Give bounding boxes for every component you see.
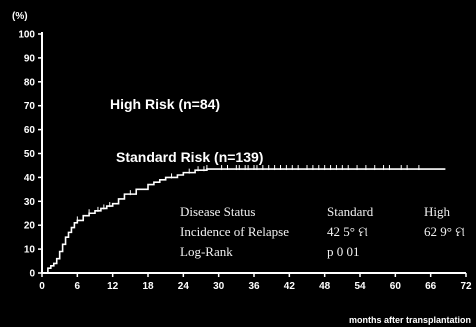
y-tick-label: 0 (29, 269, 35, 280)
x-tick-label: 60 (390, 281, 402, 292)
censor-marks (76, 165, 420, 222)
y-tick-label: 40 (24, 173, 36, 184)
series-label-standard-risk: Standard Risk (n=139) (116, 149, 263, 165)
y-tick-label: 80 (24, 77, 36, 88)
x-axis-label: months after transplantation (349, 315, 471, 325)
y-tick-label: 60 (24, 125, 36, 136)
y-tick-label: 50 (24, 149, 36, 160)
x-tick-label: 54 (354, 281, 366, 292)
x-tick-label: 36 (248, 281, 260, 292)
table-cell-r1-c0: Incidence of Relapse (180, 224, 289, 239)
x-tick-label: 30 (213, 281, 225, 292)
x-tick-label: 72 (460, 281, 472, 292)
table-cell-r1-c2: 62 9° ମ (424, 224, 465, 239)
table-cell-r0-c1: Standard (327, 204, 374, 219)
y-tick-label: 30 (24, 197, 36, 208)
table-cell-r2-c0: Log-Rank (180, 244, 233, 259)
table-cell-r1-c1: 42 5° ମ (327, 224, 368, 239)
x-tick-label: 0 (39, 281, 45, 292)
y-tick-label: 90 (24, 53, 36, 64)
x-ticks: 0 6 12 18 24 30 36 42 48 54 60 66 72 (39, 273, 472, 292)
x-tick-label: 18 (142, 281, 154, 292)
table-cell-r0-c0: Disease Status (180, 204, 255, 219)
table-cell-r2-c1: p 0 01 (327, 244, 360, 259)
x-tick-label: 6 (75, 281, 81, 292)
x-tick-label: 42 (284, 281, 296, 292)
series-label-high-risk: High Risk (n=84) (110, 96, 220, 112)
y-tick-label: 20 (24, 221, 36, 232)
annotation-table: Disease Status Standard High Incidence o… (180, 204, 465, 259)
x-tick-label: 24 (178, 281, 190, 292)
y-tick-label: 100 (18, 30, 35, 41)
y-tick-label: 10 (24, 245, 36, 256)
x-tick-label: 12 (107, 281, 119, 292)
y-tick-label: 70 (24, 101, 36, 112)
x-tick-label: 48 (319, 281, 331, 292)
y-ticks: 0 10 20 30 40 50 60 70 80 90 100 (18, 30, 42, 280)
y-unit-label: (%) (12, 11, 28, 22)
table-cell-r0-c2: High (424, 204, 451, 219)
x-tick-label: 66 (425, 281, 437, 292)
